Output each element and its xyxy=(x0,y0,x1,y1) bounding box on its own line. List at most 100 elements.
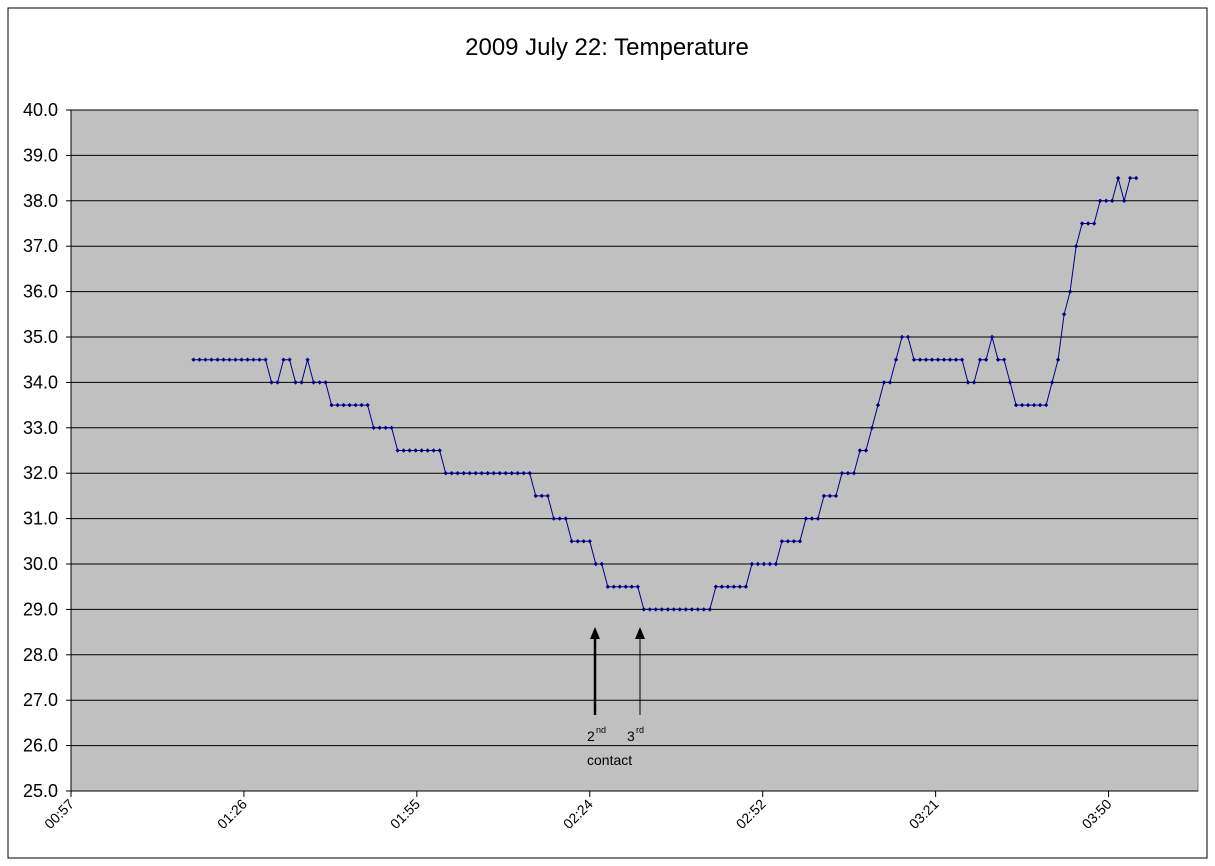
plot-area xyxy=(70,109,1199,792)
data-point xyxy=(695,607,701,612)
data-point xyxy=(497,471,502,476)
data-point xyxy=(689,607,695,612)
data-point xyxy=(473,471,478,476)
data-point xyxy=(857,448,863,453)
data-point xyxy=(257,357,262,362)
data-point xyxy=(947,357,953,362)
data-point xyxy=(443,471,448,476)
y-tick-label: 33.0 xyxy=(23,418,58,438)
data-point xyxy=(1019,402,1025,408)
data-point xyxy=(611,584,616,589)
data-point xyxy=(461,471,466,476)
data-point xyxy=(377,425,382,430)
data-point xyxy=(581,539,586,544)
data-point xyxy=(1055,357,1061,362)
data-point xyxy=(701,607,707,612)
data-point xyxy=(413,448,418,453)
data-point xyxy=(599,561,604,567)
annotation: 2 nd 3 rd contact xyxy=(587,627,645,768)
data-point xyxy=(1037,402,1043,408)
data-point xyxy=(335,402,340,408)
data-point xyxy=(593,561,598,567)
data-point xyxy=(635,584,641,589)
data-point xyxy=(605,584,610,589)
data-point xyxy=(395,448,400,453)
y-tick-label: 25.0 xyxy=(23,781,58,801)
annotation-text: nd xyxy=(596,725,606,735)
data-point xyxy=(827,493,833,499)
data-point xyxy=(941,357,947,362)
data-point xyxy=(263,357,268,362)
y-tick-label: 35.0 xyxy=(23,327,58,347)
y-tick-label: 32.0 xyxy=(23,463,58,483)
data-point xyxy=(341,402,346,408)
data-point xyxy=(449,471,454,476)
annotation-text: 2 xyxy=(587,728,595,744)
data-point xyxy=(419,448,424,453)
data-point xyxy=(791,539,797,544)
data-point xyxy=(521,471,526,476)
data-point xyxy=(665,607,671,612)
data-point xyxy=(239,357,244,362)
data-point xyxy=(221,357,226,362)
data-point xyxy=(623,584,628,589)
data-point xyxy=(251,357,256,362)
data-point xyxy=(1001,357,1007,362)
data-point xyxy=(575,539,580,544)
y-tick-label: 28.0 xyxy=(23,645,58,665)
data-point xyxy=(515,471,520,476)
data-point xyxy=(587,539,592,544)
data-point xyxy=(317,380,322,385)
data-point xyxy=(851,471,857,476)
data-point xyxy=(557,516,562,521)
data-point xyxy=(773,561,779,567)
data-point xyxy=(455,471,460,476)
y-tick-label: 34.0 xyxy=(23,372,58,392)
data-point xyxy=(995,357,1001,362)
data-point xyxy=(467,471,472,476)
data-point xyxy=(887,380,893,385)
data-point xyxy=(227,357,232,362)
data-point xyxy=(1091,221,1097,226)
data-point xyxy=(863,448,869,453)
series xyxy=(191,175,1139,612)
y-tick-label: 27.0 xyxy=(23,690,58,710)
data-point xyxy=(1073,244,1079,249)
data-point xyxy=(197,357,202,362)
data-point xyxy=(641,607,647,612)
data-point xyxy=(653,607,659,612)
data-point xyxy=(797,539,803,544)
data-point xyxy=(869,425,875,430)
data-point xyxy=(737,584,743,589)
data-point xyxy=(905,334,911,340)
data-point xyxy=(269,380,274,385)
data-point xyxy=(803,516,809,521)
data-point xyxy=(899,334,905,340)
data-point xyxy=(1097,198,1103,203)
data-point xyxy=(821,493,827,499)
data-point xyxy=(707,607,713,612)
data-point xyxy=(299,380,304,385)
data-point xyxy=(1109,198,1115,203)
data-point xyxy=(761,561,767,567)
data-point xyxy=(989,334,995,340)
data-point xyxy=(749,561,755,567)
data-point xyxy=(383,425,388,430)
y-tick-label: 38.0 xyxy=(23,191,58,211)
y-tick-label: 36.0 xyxy=(23,282,58,302)
data-point xyxy=(425,448,430,453)
data-point xyxy=(293,380,298,385)
data-point xyxy=(1025,402,1031,408)
data-point xyxy=(365,402,370,408)
data-point xyxy=(275,380,280,385)
y-tick-label: 39.0 xyxy=(23,145,58,165)
data-point xyxy=(509,471,514,476)
data-point xyxy=(959,357,965,362)
y-tick-label: 30.0 xyxy=(23,554,58,574)
data-point xyxy=(779,539,785,544)
data-point xyxy=(389,425,394,430)
data-point xyxy=(767,561,773,567)
data-point xyxy=(569,539,574,544)
data-point xyxy=(431,448,436,453)
data-point xyxy=(755,561,761,567)
